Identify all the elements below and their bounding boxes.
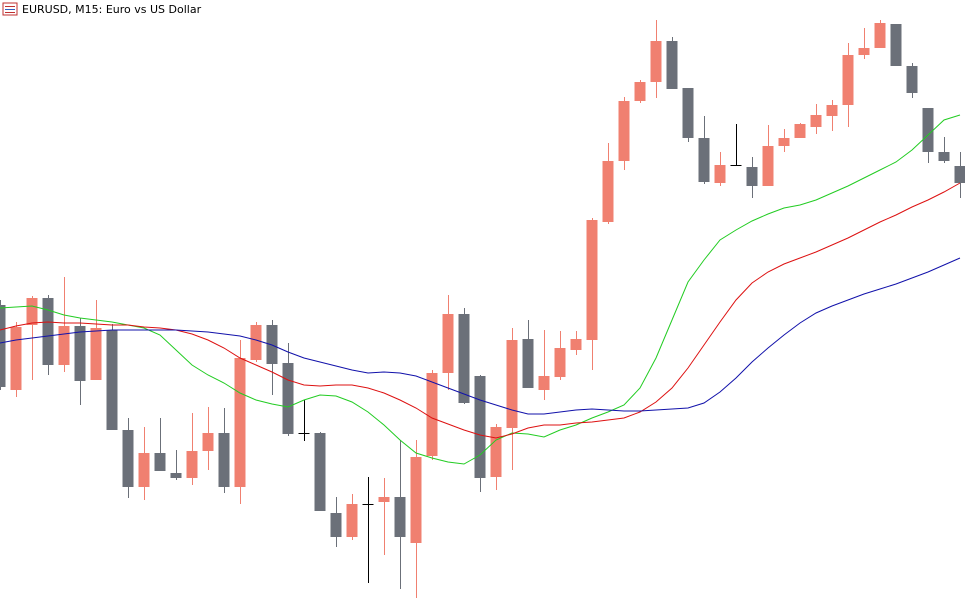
candle-body <box>634 82 646 101</box>
candle-body <box>938 152 950 161</box>
candle-body <box>490 427 502 477</box>
candle-body <box>618 101 630 161</box>
candle-body <box>602 161 614 222</box>
candle-body <box>218 433 230 487</box>
candle-body <box>122 430 134 487</box>
candle-body <box>746 167 758 186</box>
candle-body <box>762 146 774 186</box>
candle-body <box>58 326 70 365</box>
candle-body <box>202 433 214 451</box>
candle-body <box>426 373 438 456</box>
candle-body <box>522 339 534 388</box>
moving-average-line <box>0 114 961 465</box>
candle-body <box>90 328 102 380</box>
candle-body <box>0 305 6 387</box>
candle-body <box>474 376 486 478</box>
candle-body <box>42 298 54 365</box>
chart-title: EURUSD, M15: Euro vs US Dollar <box>22 3 202 16</box>
candle-body <box>954 166 965 183</box>
candle-body <box>154 453 166 471</box>
candle-body <box>458 314 470 403</box>
candle-body <box>234 358 246 487</box>
candle-body <box>330 513 342 537</box>
candle-body <box>586 220 598 340</box>
candle-body <box>666 41 678 89</box>
candle-body <box>346 504 358 537</box>
candle-body <box>826 105 838 116</box>
candle-body <box>314 433 326 511</box>
candle-body <box>538 376 550 390</box>
candle-body <box>890 24 902 66</box>
candle-body <box>554 348 566 377</box>
candle-body <box>442 314 454 373</box>
candle-body <box>874 23 886 48</box>
candle-body <box>778 138 790 146</box>
candle-body <box>138 453 150 487</box>
candle-body <box>394 497 406 537</box>
moving-average-line <box>0 182 961 439</box>
candle-body <box>106 330 118 430</box>
candle-body <box>650 41 662 82</box>
candle-body <box>906 66 918 93</box>
plot <box>0 20 965 598</box>
candle-body <box>922 108 934 152</box>
candle-body <box>714 165 726 183</box>
candle-body <box>410 457 422 543</box>
candle-body <box>570 339 582 350</box>
candle-body <box>810 115 822 127</box>
candle-body <box>74 326 86 381</box>
candle-body <box>858 48 870 55</box>
candle-body <box>842 55 854 105</box>
candle-body <box>250 325 262 360</box>
moving-average-line <box>0 257 961 415</box>
candle-body <box>682 88 694 138</box>
chart-icon <box>2 2 18 16</box>
candle-body <box>10 327 22 390</box>
candle-body <box>170 473 182 478</box>
candle-body <box>794 124 806 138</box>
candle-body <box>698 138 710 182</box>
candle-body <box>26 298 38 325</box>
candle-body <box>186 451 198 478</box>
candle-body <box>506 340 518 428</box>
candle-body <box>378 497 390 502</box>
candle-body <box>282 363 294 434</box>
